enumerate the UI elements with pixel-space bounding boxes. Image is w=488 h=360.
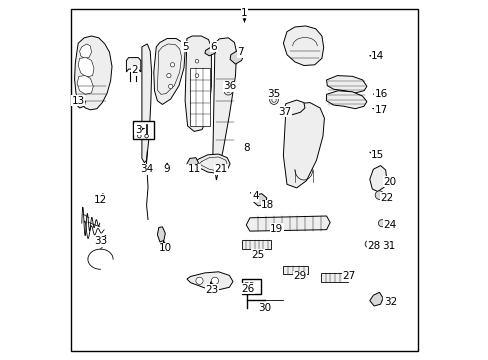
- Circle shape: [249, 282, 253, 287]
- Text: 19: 19: [270, 224, 283, 234]
- Circle shape: [269, 96, 278, 104]
- Text: 10: 10: [159, 243, 171, 253]
- Text: 22: 22: [379, 193, 392, 203]
- Circle shape: [365, 240, 371, 248]
- Text: 18: 18: [261, 200, 274, 210]
- Polygon shape: [157, 227, 165, 242]
- Bar: [283, 266, 307, 274]
- Polygon shape: [326, 76, 366, 93]
- Text: 15: 15: [370, 150, 384, 160]
- Text: 33: 33: [94, 236, 107, 246]
- Circle shape: [211, 277, 218, 284]
- Text: 21: 21: [214, 164, 227, 174]
- Polygon shape: [185, 36, 211, 131]
- Circle shape: [249, 288, 253, 292]
- Text: 11: 11: [187, 164, 200, 174]
- Polygon shape: [369, 166, 386, 192]
- Polygon shape: [204, 44, 217, 56]
- Text: 24: 24: [383, 220, 396, 230]
- Circle shape: [196, 277, 203, 284]
- Text: 32: 32: [383, 297, 396, 307]
- Polygon shape: [230, 50, 244, 64]
- Bar: [189, 68, 209, 126]
- Text: 3: 3: [135, 125, 142, 135]
- Text: 2: 2: [131, 65, 138, 75]
- Text: 26: 26: [241, 284, 254, 294]
- Circle shape: [137, 134, 141, 138]
- Circle shape: [224, 86, 232, 95]
- Bar: [241, 279, 261, 294]
- Circle shape: [195, 59, 199, 63]
- Text: 30: 30: [257, 303, 270, 313]
- Circle shape: [376, 240, 384, 248]
- Polygon shape: [246, 216, 329, 231]
- Polygon shape: [252, 194, 266, 206]
- Circle shape: [378, 220, 385, 227]
- Polygon shape: [369, 292, 382, 306]
- Text: 27: 27: [342, 271, 355, 282]
- Circle shape: [195, 74, 199, 77]
- Circle shape: [168, 84, 172, 89]
- Circle shape: [374, 191, 383, 199]
- Bar: [133, 121, 154, 139]
- Text: 20: 20: [383, 177, 396, 187]
- Circle shape: [144, 134, 148, 138]
- Polygon shape: [186, 272, 232, 290]
- Polygon shape: [283, 103, 324, 188]
- Text: 13: 13: [71, 96, 84, 106]
- Text: 16: 16: [374, 89, 387, 99]
- Bar: [241, 240, 270, 249]
- Text: 4: 4: [251, 191, 258, 201]
- Text: 31: 31: [381, 240, 394, 251]
- Text: 34: 34: [140, 164, 153, 174]
- Text: 25: 25: [251, 250, 264, 260]
- Polygon shape: [283, 26, 323, 66]
- Polygon shape: [75, 36, 112, 110]
- Circle shape: [166, 73, 171, 78]
- Text: 5: 5: [182, 42, 188, 52]
- Polygon shape: [78, 58, 94, 77]
- Polygon shape: [284, 100, 305, 115]
- Text: 1: 1: [241, 8, 247, 18]
- Text: 29: 29: [293, 271, 306, 281]
- Circle shape: [244, 288, 248, 292]
- Text: 9: 9: [163, 164, 170, 174]
- Polygon shape: [326, 91, 366, 109]
- Circle shape: [271, 98, 276, 102]
- Polygon shape: [186, 158, 198, 168]
- Polygon shape: [194, 154, 230, 174]
- Text: 37: 37: [278, 107, 291, 117]
- Polygon shape: [142, 44, 151, 163]
- Text: 36: 36: [223, 81, 236, 91]
- Polygon shape: [212, 38, 236, 180]
- Text: 28: 28: [366, 240, 380, 251]
- Text: 12: 12: [94, 195, 107, 205]
- Text: 14: 14: [370, 51, 384, 61]
- Text: 8: 8: [243, 143, 249, 153]
- Polygon shape: [153, 39, 185, 104]
- Circle shape: [170, 63, 174, 67]
- Text: 6: 6: [210, 42, 217, 52]
- Text: 17: 17: [374, 105, 387, 115]
- Polygon shape: [76, 99, 85, 108]
- Circle shape: [244, 282, 248, 287]
- Text: 23: 23: [205, 285, 218, 295]
- Bar: [320, 273, 347, 282]
- Text: 7: 7: [237, 47, 244, 57]
- Polygon shape: [126, 58, 141, 72]
- Circle shape: [226, 89, 230, 93]
- Polygon shape: [77, 76, 93, 94]
- Polygon shape: [80, 44, 91, 58]
- Text: 35: 35: [266, 89, 279, 99]
